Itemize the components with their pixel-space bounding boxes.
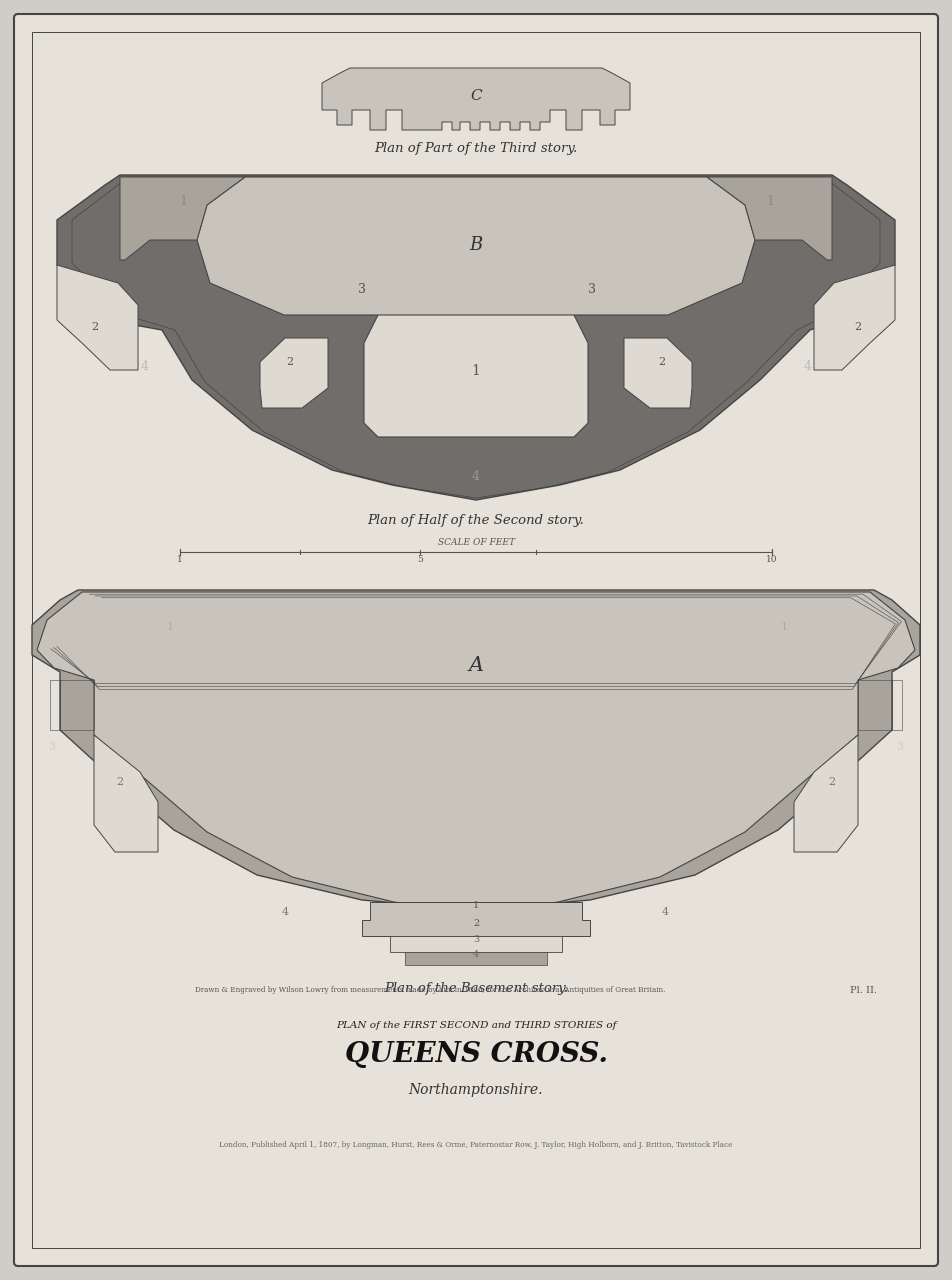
Text: 4: 4 [141, 360, 149, 372]
Text: 2: 2 [287, 357, 293, 367]
Text: 10: 10 [766, 556, 778, 564]
Text: 4: 4 [804, 360, 812, 372]
Text: Northamptonshire.: Northamptonshire. [408, 1083, 544, 1097]
Polygon shape [362, 902, 590, 936]
Text: 3: 3 [897, 742, 903, 753]
Polygon shape [260, 338, 328, 408]
Text: A: A [468, 655, 484, 675]
Text: 3: 3 [49, 742, 55, 753]
Text: 3: 3 [473, 934, 479, 945]
Text: Plan of Half of the Second story.: Plan of Half of the Second story. [367, 513, 585, 526]
Polygon shape [390, 936, 562, 952]
Bar [60, 680, 94, 730]
Polygon shape [624, 338, 692, 408]
Polygon shape [794, 735, 858, 852]
Text: 1: 1 [781, 622, 787, 632]
Polygon shape [120, 177, 245, 260]
Polygon shape [197, 177, 755, 390]
Text: 4: 4 [662, 908, 668, 916]
Text: Drawn & Engraved by Wilson Lowry from measurements made by him in 1806, for the : Drawn & Engraved by Wilson Lowry from me… [195, 986, 665, 995]
Text: QUEENS CROSS.: QUEENS CROSS. [345, 1042, 607, 1069]
Text: Plan of Part of the Third story.: Plan of Part of the Third story. [374, 142, 578, 155]
Text: 2: 2 [91, 323, 99, 332]
Text: B: B [469, 236, 483, 253]
Text: C: C [470, 90, 482, 102]
Polygon shape [364, 315, 588, 436]
Text: 1: 1 [177, 556, 183, 564]
Polygon shape [32, 590, 920, 910]
Bar [858, 680, 892, 730]
FancyBboxPatch shape [14, 14, 938, 1266]
Text: 3: 3 [358, 283, 366, 296]
Polygon shape [322, 68, 630, 131]
Text: 4: 4 [473, 950, 479, 959]
Text: Plan of the Basement story.: Plan of the Basement story. [384, 982, 568, 995]
Text: 1: 1 [167, 622, 173, 632]
Text: 2: 2 [855, 323, 862, 332]
Polygon shape [57, 175, 895, 500]
Text: 2: 2 [659, 357, 665, 367]
Text: 1: 1 [473, 901, 479, 910]
Bar [50, 680, 60, 730]
Text: 2: 2 [473, 919, 479, 928]
Polygon shape [814, 265, 895, 370]
Text: PLAN of the FIRST SECOND and THIRD STORIES of: PLAN of the FIRST SECOND and THIRD STORI… [336, 1020, 616, 1029]
Text: SCALE OF FEET: SCALE OF FEET [438, 538, 514, 547]
Polygon shape [94, 735, 158, 852]
Polygon shape [57, 265, 138, 370]
Text: 4: 4 [472, 470, 480, 483]
Polygon shape [405, 952, 547, 965]
Text: 4: 4 [282, 908, 288, 916]
Polygon shape [37, 591, 915, 913]
Text: 3: 3 [588, 283, 596, 296]
Bar [892, 680, 902, 730]
Text: 1: 1 [766, 195, 774, 209]
Polygon shape [707, 177, 832, 260]
Text: 2: 2 [828, 777, 836, 787]
Text: 1: 1 [471, 364, 481, 378]
Text: 1: 1 [179, 195, 187, 209]
Text: 5: 5 [417, 556, 423, 564]
Text: 2: 2 [116, 777, 124, 787]
Text: Pl. II.: Pl. II. [850, 986, 877, 995]
Text: London, Published April 1, 1807, by Longman, Hurst, Rees & Orme, Paternostar Row: London, Published April 1, 1807, by Long… [219, 1140, 733, 1149]
